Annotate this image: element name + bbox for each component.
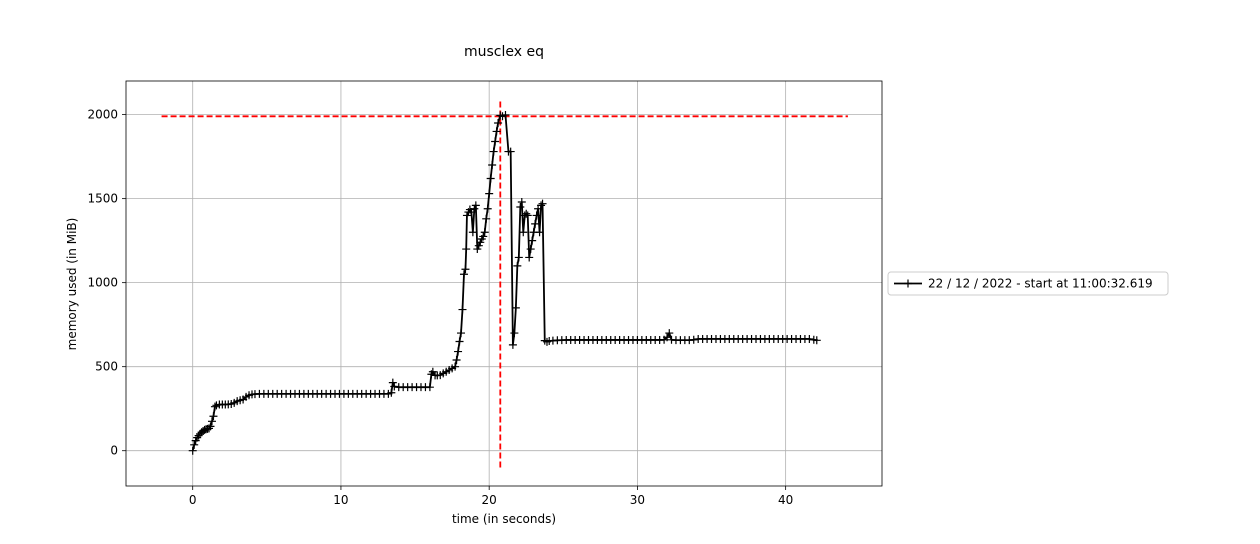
data-point <box>805 334 814 343</box>
data-point <box>471 201 480 210</box>
data-point <box>488 161 497 170</box>
data-point <box>519 228 528 237</box>
data-point <box>461 265 470 274</box>
x-tick-label: 20 <box>482 493 497 507</box>
data-point <box>479 232 488 241</box>
data-point <box>513 261 522 270</box>
data-point <box>462 211 471 220</box>
data-point <box>511 303 520 312</box>
data-point <box>812 336 821 345</box>
x-tick-label: 10 <box>333 493 348 507</box>
legend-marker-sample <box>904 279 912 288</box>
chart-title: musclex eq <box>464 44 544 60</box>
data-point <box>462 245 471 254</box>
y-tick-label: 1000 <box>87 276 118 290</box>
data-point <box>452 355 461 364</box>
x-tick-label: 40 <box>778 493 793 507</box>
data-point <box>523 211 532 220</box>
data-point <box>207 417 216 426</box>
data-point <box>387 388 396 397</box>
data-point <box>510 329 519 338</box>
data-point <box>457 329 466 338</box>
data-point <box>474 241 483 250</box>
data-point <box>483 204 492 213</box>
data-point <box>458 305 467 314</box>
data-point <box>528 236 537 245</box>
data-point <box>522 209 531 218</box>
data-point <box>473 245 482 254</box>
data-point <box>516 203 525 212</box>
data-point <box>205 424 214 433</box>
data-point <box>531 219 540 228</box>
data-point <box>532 211 541 220</box>
data-point <box>689 335 698 344</box>
data-point <box>480 228 489 237</box>
y-tick-label: 1500 <box>87 192 118 206</box>
x-tick-label: 0 <box>189 493 197 507</box>
y-axis-label: memory used (in MiB) <box>65 218 79 351</box>
data-point <box>459 270 468 279</box>
data-point <box>526 245 535 254</box>
legend-entry-label: 22 / 12 / 2022 - start at 11:00:32.619 <box>928 277 1153 291</box>
data-point <box>508 340 517 349</box>
data-point <box>190 440 199 449</box>
data-point <box>494 119 503 128</box>
data-point <box>482 214 491 223</box>
series-layer <box>188 110 821 455</box>
data-point <box>663 333 672 342</box>
data-point <box>538 199 547 208</box>
data-point <box>210 402 219 411</box>
data-point <box>517 197 526 206</box>
data-point <box>665 329 674 338</box>
data-point <box>451 362 460 371</box>
data-point <box>506 147 515 156</box>
legend: 22 / 12 / 2022 - start at 11:00:32.619 <box>887 271 1169 296</box>
data-point <box>209 412 218 421</box>
data-point <box>501 110 510 119</box>
data-point <box>514 253 523 262</box>
x-tick-label: 30 <box>630 493 645 507</box>
data-point <box>455 337 464 346</box>
data-point <box>486 174 495 183</box>
data-point <box>390 382 399 391</box>
data-point <box>188 446 197 455</box>
y-tick-label: 2000 <box>87 108 118 122</box>
legend-frame <box>887 271 1169 296</box>
data-point <box>206 422 215 431</box>
data-point <box>537 201 546 210</box>
data-point <box>470 204 479 213</box>
plot-frame <box>125 80 883 487</box>
y-tick-label: 0 <box>110 444 118 458</box>
data-point <box>525 253 534 262</box>
data-point <box>535 228 544 237</box>
data-point <box>425 383 434 392</box>
data-point <box>388 378 397 387</box>
data-point <box>454 347 463 356</box>
axes: 0 10 20 30 40 0 500 1000 1500 2000 <box>87 80 883 507</box>
y-tick-label: 500 <box>95 360 118 374</box>
data-point <box>485 189 494 198</box>
data-point <box>489 147 498 156</box>
data-point <box>468 228 477 237</box>
data-point <box>476 238 485 247</box>
data-point <box>492 127 501 136</box>
x-axis-label: time (in seconds) <box>452 512 556 526</box>
data-point <box>491 137 500 146</box>
